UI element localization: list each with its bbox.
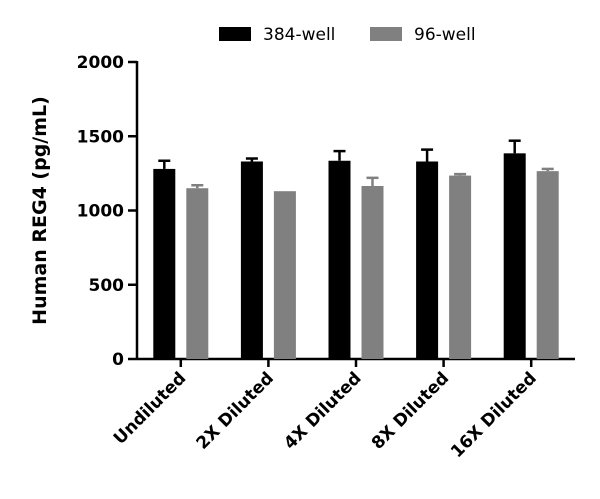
- y-tick-label: 1000: [77, 202, 124, 222]
- y-axis-title: Human REG4 (pg/mL): [29, 96, 51, 325]
- y-tick-label: 500: [89, 276, 125, 296]
- legend-label-96-well: 96-well: [414, 25, 476, 45]
- x-tick-label-8x-diluted: 8X Diluted: [368, 368, 453, 453]
- legend-swatch-384-well: [219, 27, 251, 41]
- x-axis: Undiluted 2X Diluted 4X Diluted 8X Diluted1…: [110, 357, 575, 462]
- bar-384-well-8x-diluted: [416, 161, 439, 359]
- y-axis: 0 500 1000 1500 2000: [77, 53, 139, 370]
- bar-384-well-2x-diluted: [240, 161, 263, 359]
- legend-swatch-96-well: [370, 27, 402, 41]
- x-tick-label-16x-diluted: 16X Diluted: [447, 368, 541, 462]
- bar-384-well-undiluted: [153, 168, 176, 359]
- bar-96-well-16x-diluted: [536, 171, 559, 359]
- y-tick-label: 2000: [77, 53, 124, 73]
- x-tick-label-4x-diluted: 4X Diluted: [280, 368, 365, 453]
- y-tick-label: 0: [112, 350, 124, 370]
- bar-96-well-2x-diluted: [273, 191, 296, 359]
- bars: [153, 139, 559, 359]
- bar-96-well-undiluted: [186, 188, 209, 359]
- legend: 384-well 96-well: [219, 25, 476, 45]
- y-tick-label: 1500: [77, 127, 124, 147]
- bar-96-well-8x-diluted: [449, 175, 472, 359]
- bar-384-well-16x-diluted: [503, 153, 526, 359]
- x-tick-label-2x-diluted: 2X Diluted: [193, 368, 278, 453]
- bar-96-well-4x-diluted: [361, 185, 384, 359]
- x-tick-label-undiluted: Undiluted: [110, 368, 190, 448]
- legend-label-384-well: 384-well: [263, 25, 335, 45]
- bar-384-well-4x-diluted: [328, 160, 351, 359]
